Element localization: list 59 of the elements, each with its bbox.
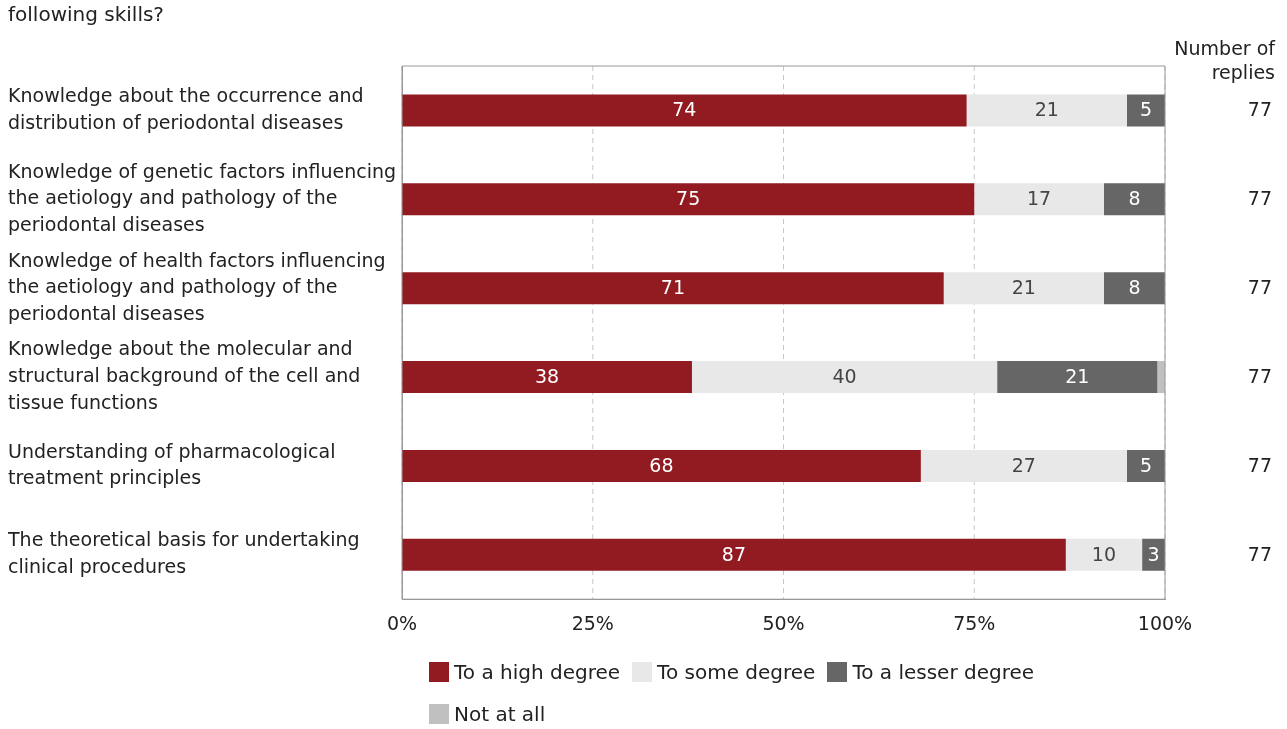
bar: [1065, 538, 1143, 571]
data-label: 5: [1139, 98, 1152, 121]
text: Number of replies: [1173, 36, 1275, 84]
text: 77: [1247, 542, 1272, 565]
x-tick-label: 0%: [386, 611, 418, 634]
y-tick-label: Knowledge of genetic factors influencing the aetiology and pathology of the periodontal diseases: [8, 159, 397, 235]
text: 77: [1247, 98, 1272, 121]
bar: [402, 183, 975, 216]
bar: [997, 361, 1158, 394]
y-tick-label: Knowledge of health factors influencing the aetiology and pathology of the periodontal diseases: [8, 248, 386, 324]
data-label: 74: [672, 98, 697, 121]
data-label: 21: [1034, 98, 1059, 121]
text: 77: [1247, 453, 1272, 476]
text: 77: [1247, 276, 1272, 299]
x-tick-label: 50%: [762, 611, 805, 634]
bar: [1103, 183, 1165, 216]
x-tick-label: 100%: [1137, 611, 1193, 634]
bar: [1126, 94, 1165, 127]
bar: [920, 449, 1127, 482]
bar: [691, 361, 998, 394]
legend-label: To a high degree: [454, 660, 621, 684]
bar: [1126, 449, 1165, 482]
data-label: 5: [1139, 453, 1152, 476]
text: 77: [1247, 364, 1272, 387]
data-label: 21: [1011, 276, 1036, 299]
bar: [966, 94, 1127, 127]
y-tick-label: The theoretical basis for undertaking clinical procedures: [7, 528, 360, 577]
bar: [943, 272, 1104, 305]
data-label: 8: [1128, 187, 1141, 210]
bar: [402, 94, 967, 127]
text: 77: [1247, 187, 1272, 210]
data-label: 71: [660, 276, 685, 299]
legend-label: To some degree: [657, 660, 816, 684]
data-label: 17: [1027, 187, 1052, 210]
data-label: 3: [1147, 542, 1160, 565]
bar: [1157, 361, 1165, 394]
y-tick-label: Knowledge about the occurrence and distribution of periodontal diseases: [8, 84, 364, 133]
legend-label: Not at all: [454, 702, 546, 726]
x-tick-label: 75%: [953, 611, 996, 634]
x-tick-label: 25%: [571, 611, 614, 634]
data-label: 87: [721, 542, 747, 565]
bar: [402, 449, 921, 482]
y-tick-label: Understanding of pharmacological treatment principles: [8, 439, 336, 489]
data-label: 40: [832, 364, 857, 387]
bar: [402, 272, 944, 305]
bar: [974, 183, 1104, 216]
y-tick-label: Knowledge about the molecular and structural background of the cell and tissue functions: [8, 337, 361, 413]
data-label: 10: [1091, 542, 1117, 565]
legend-label: To a lesser degree: [852, 660, 1035, 684]
bar: [402, 361, 692, 394]
text: following skills?: [8, 2, 164, 26]
data-label: 68: [649, 453, 674, 476]
bar: [402, 538, 1066, 571]
data-label: 75: [676, 187, 701, 210]
data-label: 27: [1011, 453, 1036, 476]
data-label: 38: [534, 364, 560, 387]
bar: [1103, 272, 1165, 305]
data-label: 8: [1128, 276, 1141, 299]
data-label: 21: [1065, 364, 1090, 387]
